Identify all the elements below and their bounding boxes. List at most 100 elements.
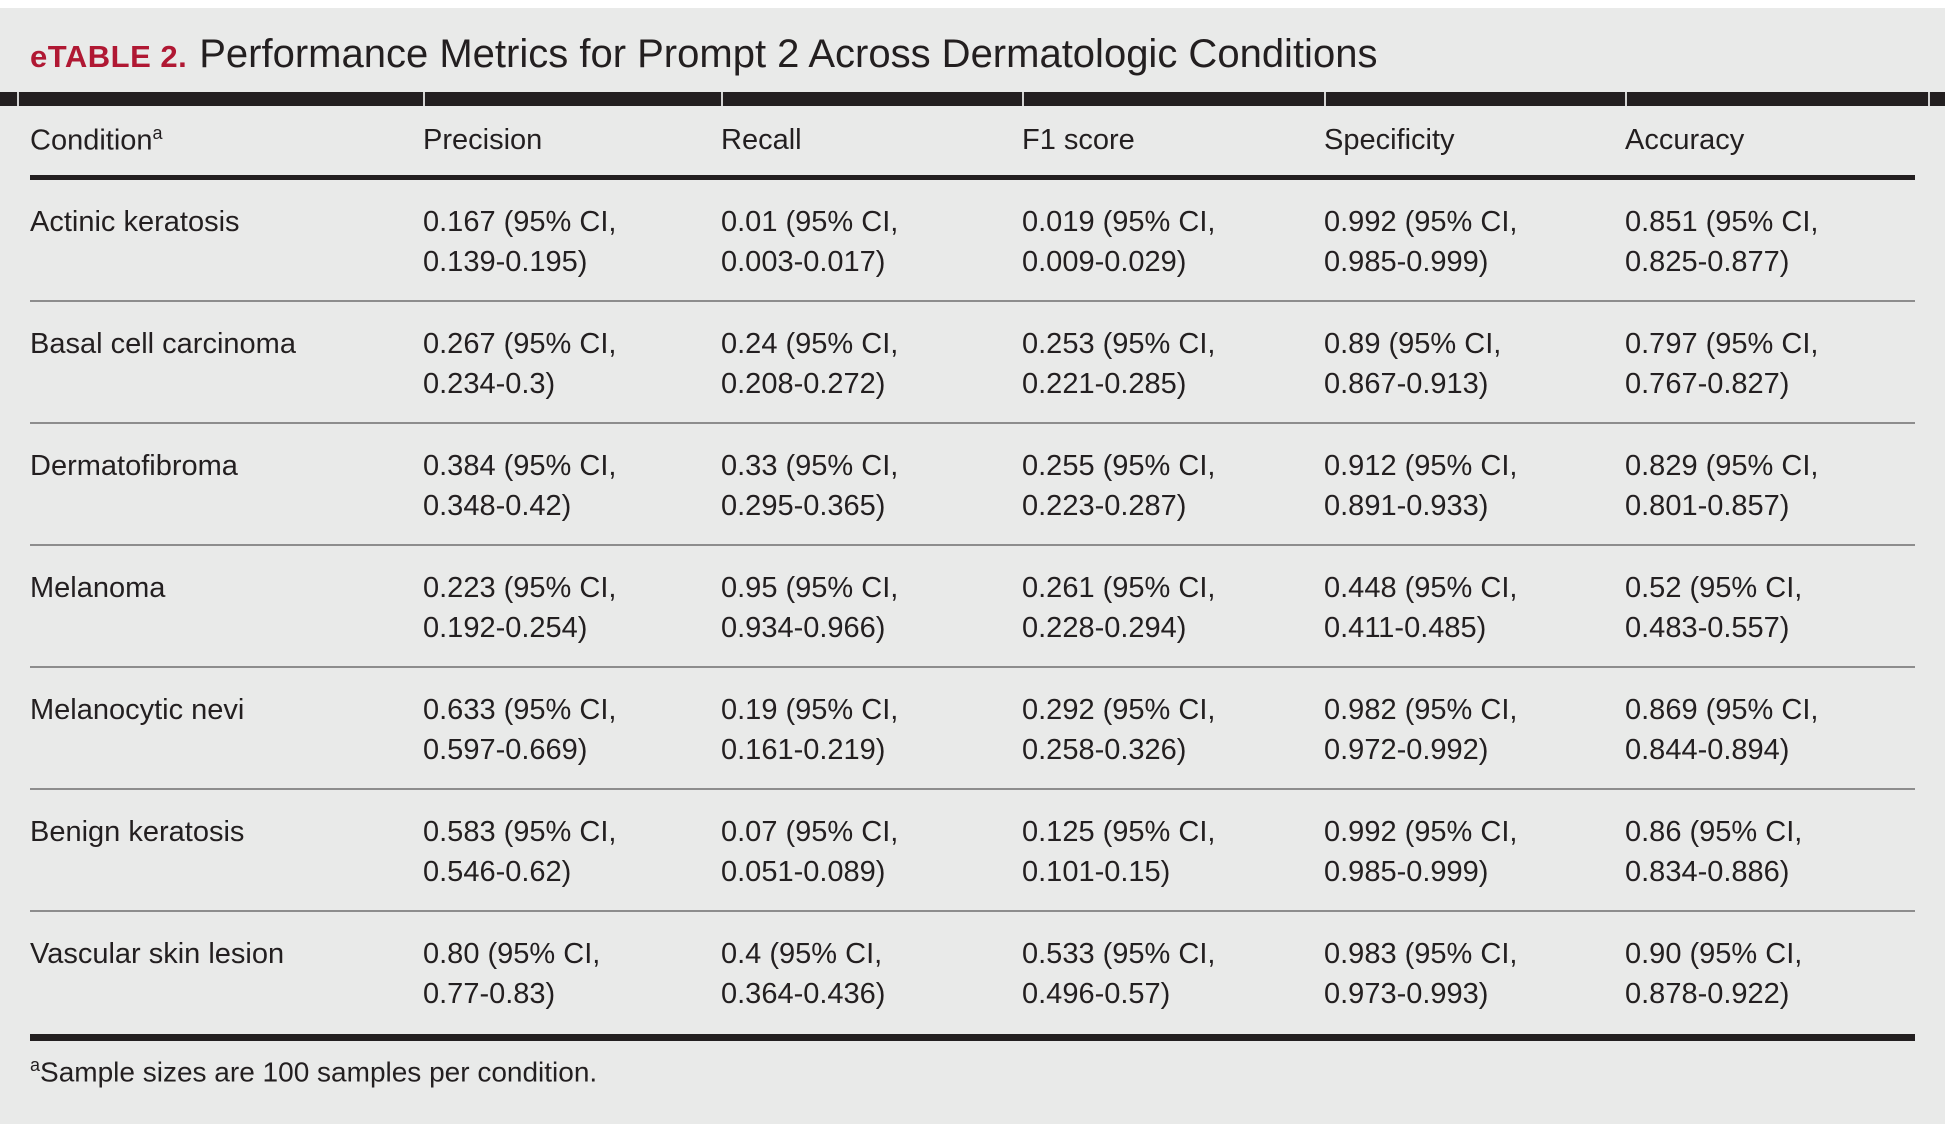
row-separator bbox=[30, 910, 1915, 912]
recall-cell: 0.19 (95% CI, 0.161-0.219) bbox=[721, 690, 1022, 770]
metric-ci-line: 0.985-0.999) bbox=[1324, 246, 1489, 278]
metric-value-line: 0.869 (95% CI, bbox=[1625, 694, 1819, 726]
header-bottom-rule bbox=[30, 175, 1915, 180]
metric-value-line: 0.448 (95% CI, bbox=[1324, 572, 1518, 604]
metric-value-line: 0.384 (95% CI, bbox=[423, 450, 617, 482]
metric-value-line: 0.95 (95% CI, bbox=[721, 572, 899, 604]
row-separator bbox=[30, 788, 1915, 790]
metric-ci-line: 0.834-0.886) bbox=[1625, 856, 1790, 888]
table-title: eTABLE 2. Performance Metrics for Prompt … bbox=[0, 8, 1945, 92]
metric-value-line: 0.992 (95% CI, bbox=[1324, 816, 1518, 848]
band-separator bbox=[1324, 92, 1326, 106]
band-separator bbox=[423, 92, 425, 106]
metric-value-line: 0.80 (95% CI, bbox=[423, 938, 601, 970]
precision-cell: 0.80 (95% CI, 0.77-0.83) bbox=[423, 934, 721, 1014]
metric-value-line: 0.912 (95% CI, bbox=[1324, 450, 1518, 482]
condition-cell: Benign keratosis bbox=[30, 816, 245, 848]
metric-ci-line: 0.161-0.219) bbox=[721, 734, 886, 766]
condition-cell: Melanocytic nevi bbox=[30, 694, 245, 726]
precision-cell: 0.223 (95% CI, 0.192-0.254) bbox=[423, 568, 721, 648]
condition-cell: Dermatofibroma bbox=[30, 450, 238, 482]
metric-value-line: 0.33 (95% CI, bbox=[721, 450, 899, 482]
row-separator bbox=[30, 544, 1915, 546]
specificity-cell: 0.912 (95% CI, 0.891-0.933) bbox=[1324, 446, 1625, 526]
table-row: Basal cell carcinoma 0.267 (95% CI, 0.234… bbox=[0, 302, 1945, 424]
metric-ci-line: 0.546-0.62) bbox=[423, 856, 572, 888]
table-row: Benign keratosis 0.583 (95% CI, 0.546-0.6… bbox=[0, 790, 1945, 912]
top-white-strip bbox=[0, 0, 1945, 8]
accuracy-cell: 0.851 (95% CI, 0.825-0.877) bbox=[1625, 202, 1945, 282]
metric-ci-line: 0.496-0.57) bbox=[1022, 978, 1171, 1010]
metric-value-line: 0.52 (95% CI, bbox=[1625, 572, 1803, 604]
metric-ci-line: 0.192-0.254) bbox=[423, 612, 588, 644]
header-condition-label: Condition bbox=[30, 124, 153, 157]
table-row: Melanocytic nevi 0.633 (95% CI, 0.597-0.6… bbox=[0, 668, 1945, 790]
accuracy-cell: 0.52 (95% CI, 0.483-0.557) bbox=[1625, 568, 1945, 648]
metric-value-line: 0.255 (95% CI, bbox=[1022, 450, 1216, 482]
metric-ci-line: 0.208-0.272) bbox=[721, 368, 886, 400]
metric-ci-line: 0.597-0.669) bbox=[423, 734, 588, 766]
metric-value-line: 0.267 (95% CI, bbox=[423, 328, 617, 360]
metric-ci-line: 0.891-0.933) bbox=[1324, 490, 1489, 522]
condition-cell: Actinic keratosis bbox=[30, 206, 240, 238]
accuracy-cell: 0.829 (95% CI, 0.801-0.857) bbox=[1625, 446, 1945, 526]
metric-ci-line: 0.878-0.922) bbox=[1625, 978, 1790, 1010]
metric-value-line: 0.261 (95% CI, bbox=[1022, 572, 1216, 604]
metric-ci-line: 0.77-0.83) bbox=[423, 978, 556, 1010]
metric-value-line: 0.633 (95% CI, bbox=[423, 694, 617, 726]
specificity-cell: 0.89 (95% CI, 0.867-0.913) bbox=[1324, 324, 1625, 404]
metric-ci-line: 0.825-0.877) bbox=[1625, 246, 1790, 278]
header-specificity: Specificity bbox=[1324, 124, 1455, 156]
accuracy-cell: 0.90 (95% CI, 0.878-0.922) bbox=[1625, 934, 1945, 1014]
band-separator bbox=[1625, 92, 1627, 106]
recall-cell: 0.33 (95% CI, 0.295-0.365) bbox=[721, 446, 1022, 526]
metric-ci-line: 0.139-0.195) bbox=[423, 246, 588, 278]
specificity-cell: 0.982 (95% CI, 0.972-0.992) bbox=[1324, 690, 1625, 770]
metric-value-line: 0.797 (95% CI, bbox=[1625, 328, 1819, 360]
precision-cell: 0.583 (95% CI, 0.546-0.62) bbox=[423, 812, 721, 892]
metric-value-line: 0.292 (95% CI, bbox=[1022, 694, 1216, 726]
metric-value-line: 0.583 (95% CI, bbox=[423, 816, 617, 848]
band-separator bbox=[17, 92, 19, 106]
metric-value-line: 0.992 (95% CI, bbox=[1324, 206, 1518, 238]
recall-cell: 0.07 (95% CI, 0.051-0.089) bbox=[721, 812, 1022, 892]
footnote-text: Sample sizes are 100 samples per conditi… bbox=[40, 1056, 598, 1088]
metric-ci-line: 0.258-0.326) bbox=[1022, 734, 1187, 766]
accuracy-cell: 0.869 (95% CI, 0.844-0.894) bbox=[1625, 690, 1945, 770]
header-condition-superscript: a bbox=[152, 123, 163, 144]
precision-cell: 0.384 (95% CI, 0.348-0.42) bbox=[423, 446, 721, 526]
metric-ci-line: 0.295-0.365) bbox=[721, 490, 886, 522]
header-accuracy: Accuracy bbox=[1625, 124, 1745, 156]
table-footnote: aSample sizes are 100 samples per condit… bbox=[30, 1055, 1915, 1088]
f1-cell: 0.019 (95% CI, 0.009-0.029) bbox=[1022, 202, 1324, 282]
row-separator bbox=[30, 422, 1915, 424]
condition-cell: Vascular skin lesion bbox=[30, 938, 285, 970]
metric-value-line: 0.829 (95% CI, bbox=[1625, 450, 1819, 482]
metric-value-line: 0.01 (95% CI, bbox=[721, 206, 899, 238]
metric-ci-line: 0.228-0.294) bbox=[1022, 612, 1187, 644]
table-row: Dermatofibroma 0.384 (95% CI, 0.348-0.42)… bbox=[0, 424, 1945, 546]
metric-ci-line: 0.934-0.966) bbox=[721, 612, 886, 644]
band-separator bbox=[1022, 92, 1024, 106]
metric-ci-line: 0.867-0.913) bbox=[1324, 368, 1489, 400]
metric-ci-line: 0.051-0.089) bbox=[721, 856, 886, 888]
recall-cell: 0.95 (95% CI, 0.934-0.966) bbox=[721, 568, 1022, 648]
metric-value-line: 0.90 (95% CI, bbox=[1625, 938, 1803, 970]
metric-value-line: 0.24 (95% CI, bbox=[721, 328, 899, 360]
metric-ci-line: 0.411-0.485) bbox=[1324, 612, 1487, 644]
metric-ci-line: 0.221-0.285) bbox=[1022, 368, 1187, 400]
metric-value-line: 0.07 (95% CI, bbox=[721, 816, 899, 848]
recall-cell: 0.24 (95% CI, 0.208-0.272) bbox=[721, 324, 1022, 404]
accuracy-cell: 0.797 (95% CI, 0.767-0.827) bbox=[1625, 324, 1945, 404]
specificity-cell: 0.448 (95% CI, 0.411-0.485) bbox=[1324, 568, 1625, 648]
metric-value-line: 0.983 (95% CI, bbox=[1324, 938, 1518, 970]
metric-value-line: 0.167 (95% CI, bbox=[423, 206, 617, 238]
f1-cell: 0.253 (95% CI, 0.221-0.285) bbox=[1022, 324, 1324, 404]
metric-value-line: 0.89 (95% CI, bbox=[1324, 328, 1502, 360]
precision-cell: 0.633 (95% CI, 0.597-0.669) bbox=[423, 690, 721, 770]
metric-ci-line: 0.234-0.3) bbox=[423, 368, 556, 400]
metric-ci-line: 0.364-0.436) bbox=[721, 978, 886, 1010]
header-recall: Recall bbox=[721, 124, 802, 156]
table-title-text: Performance Metrics for Prompt 2 Across … bbox=[199, 32, 1378, 76]
